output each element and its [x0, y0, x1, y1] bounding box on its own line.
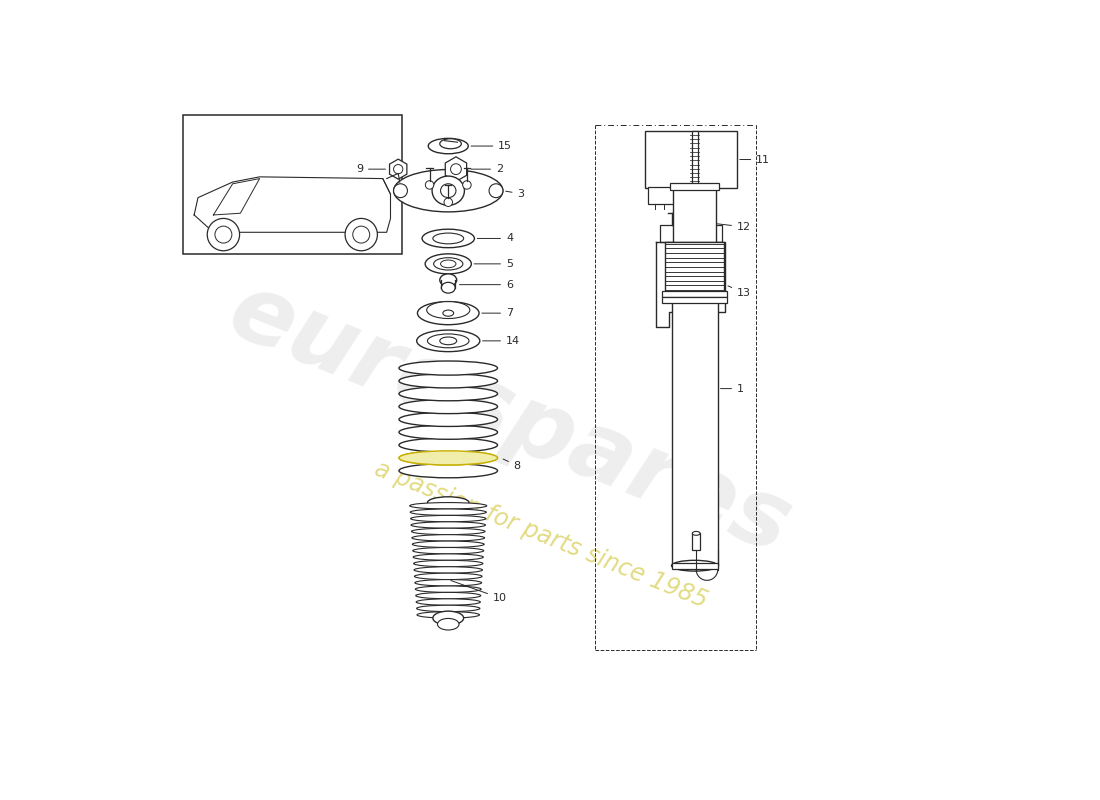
Bar	[183, 115, 403, 254]
Ellipse shape	[440, 184, 455, 198]
Circle shape	[207, 218, 240, 250]
Ellipse shape	[410, 509, 486, 515]
Ellipse shape	[428, 138, 469, 154]
Ellipse shape	[399, 412, 497, 426]
Text: 15: 15	[471, 141, 513, 151]
Text: 11: 11	[740, 154, 770, 165]
Ellipse shape	[414, 554, 483, 560]
Ellipse shape	[394, 170, 503, 212]
Text: 8: 8	[503, 459, 520, 470]
Ellipse shape	[399, 399, 497, 414]
Ellipse shape	[427, 302, 470, 318]
Ellipse shape	[411, 534, 485, 541]
Ellipse shape	[417, 612, 480, 618]
Circle shape	[463, 181, 471, 189]
Ellipse shape	[416, 599, 481, 606]
Ellipse shape	[411, 522, 485, 528]
Ellipse shape	[440, 138, 461, 149]
Bar	[670, 183, 719, 190]
Circle shape	[444, 198, 452, 206]
Ellipse shape	[415, 579, 482, 586]
Text: 5: 5	[474, 259, 513, 269]
Ellipse shape	[443, 310, 453, 316]
Ellipse shape	[418, 302, 480, 325]
Ellipse shape	[409, 502, 486, 509]
Text: 9: 9	[356, 164, 385, 174]
Ellipse shape	[428, 497, 469, 508]
Ellipse shape	[428, 334, 469, 348]
Bar	[671, 562, 717, 569]
Ellipse shape	[416, 586, 481, 592]
Ellipse shape	[394, 184, 407, 198]
Ellipse shape	[433, 258, 463, 270]
Text: 3: 3	[506, 189, 525, 198]
Bar	[692, 534, 700, 550]
Bar	[649, 187, 681, 204]
Ellipse shape	[692, 531, 700, 535]
Circle shape	[426, 181, 433, 189]
Ellipse shape	[438, 618, 459, 630]
Text: 1: 1	[720, 383, 744, 394]
Text: 2: 2	[471, 164, 503, 174]
Ellipse shape	[417, 606, 480, 612]
Ellipse shape	[412, 547, 484, 554]
Ellipse shape	[399, 386, 497, 401]
Ellipse shape	[440, 337, 456, 345]
Bar	[673, 185, 716, 242]
Ellipse shape	[414, 566, 483, 573]
Bar	[692, 130, 697, 185]
Ellipse shape	[416, 592, 481, 599]
Ellipse shape	[399, 451, 497, 465]
Ellipse shape	[433, 233, 464, 244]
Text: a passion for parts since 1985: a passion for parts since 1985	[371, 457, 711, 613]
Circle shape	[345, 218, 377, 250]
Ellipse shape	[399, 451, 497, 465]
Text: eurospares: eurospares	[216, 265, 804, 574]
Ellipse shape	[441, 184, 455, 198]
Ellipse shape	[415, 573, 482, 579]
Text: 14: 14	[483, 336, 520, 346]
Text: 7: 7	[482, 308, 513, 318]
Bar	[662, 291, 727, 297]
Ellipse shape	[399, 438, 497, 452]
Bar	[645, 130, 737, 188]
Ellipse shape	[417, 330, 480, 352]
Ellipse shape	[414, 560, 483, 566]
Text: 10: 10	[451, 581, 507, 603]
Ellipse shape	[433, 611, 464, 625]
Bar	[666, 242, 724, 292]
Polygon shape	[195, 177, 390, 232]
Text: 6: 6	[460, 280, 513, 290]
Bar	[662, 297, 727, 303]
Text: 4: 4	[477, 234, 513, 243]
Ellipse shape	[411, 528, 485, 534]
Text: 13: 13	[728, 286, 751, 298]
Ellipse shape	[432, 176, 464, 206]
Ellipse shape	[410, 515, 486, 522]
Ellipse shape	[422, 230, 474, 248]
Ellipse shape	[440, 260, 455, 268]
Ellipse shape	[425, 254, 472, 274]
Ellipse shape	[412, 541, 484, 547]
Ellipse shape	[671, 560, 717, 571]
Text: 12: 12	[694, 221, 751, 232]
Ellipse shape	[399, 361, 497, 375]
Ellipse shape	[399, 425, 497, 439]
Ellipse shape	[441, 282, 455, 293]
Ellipse shape	[490, 184, 503, 198]
Ellipse shape	[399, 374, 497, 388]
Bar	[660, 226, 722, 242]
Bar	[671, 292, 717, 566]
Ellipse shape	[440, 274, 456, 286]
Ellipse shape	[399, 464, 497, 478]
